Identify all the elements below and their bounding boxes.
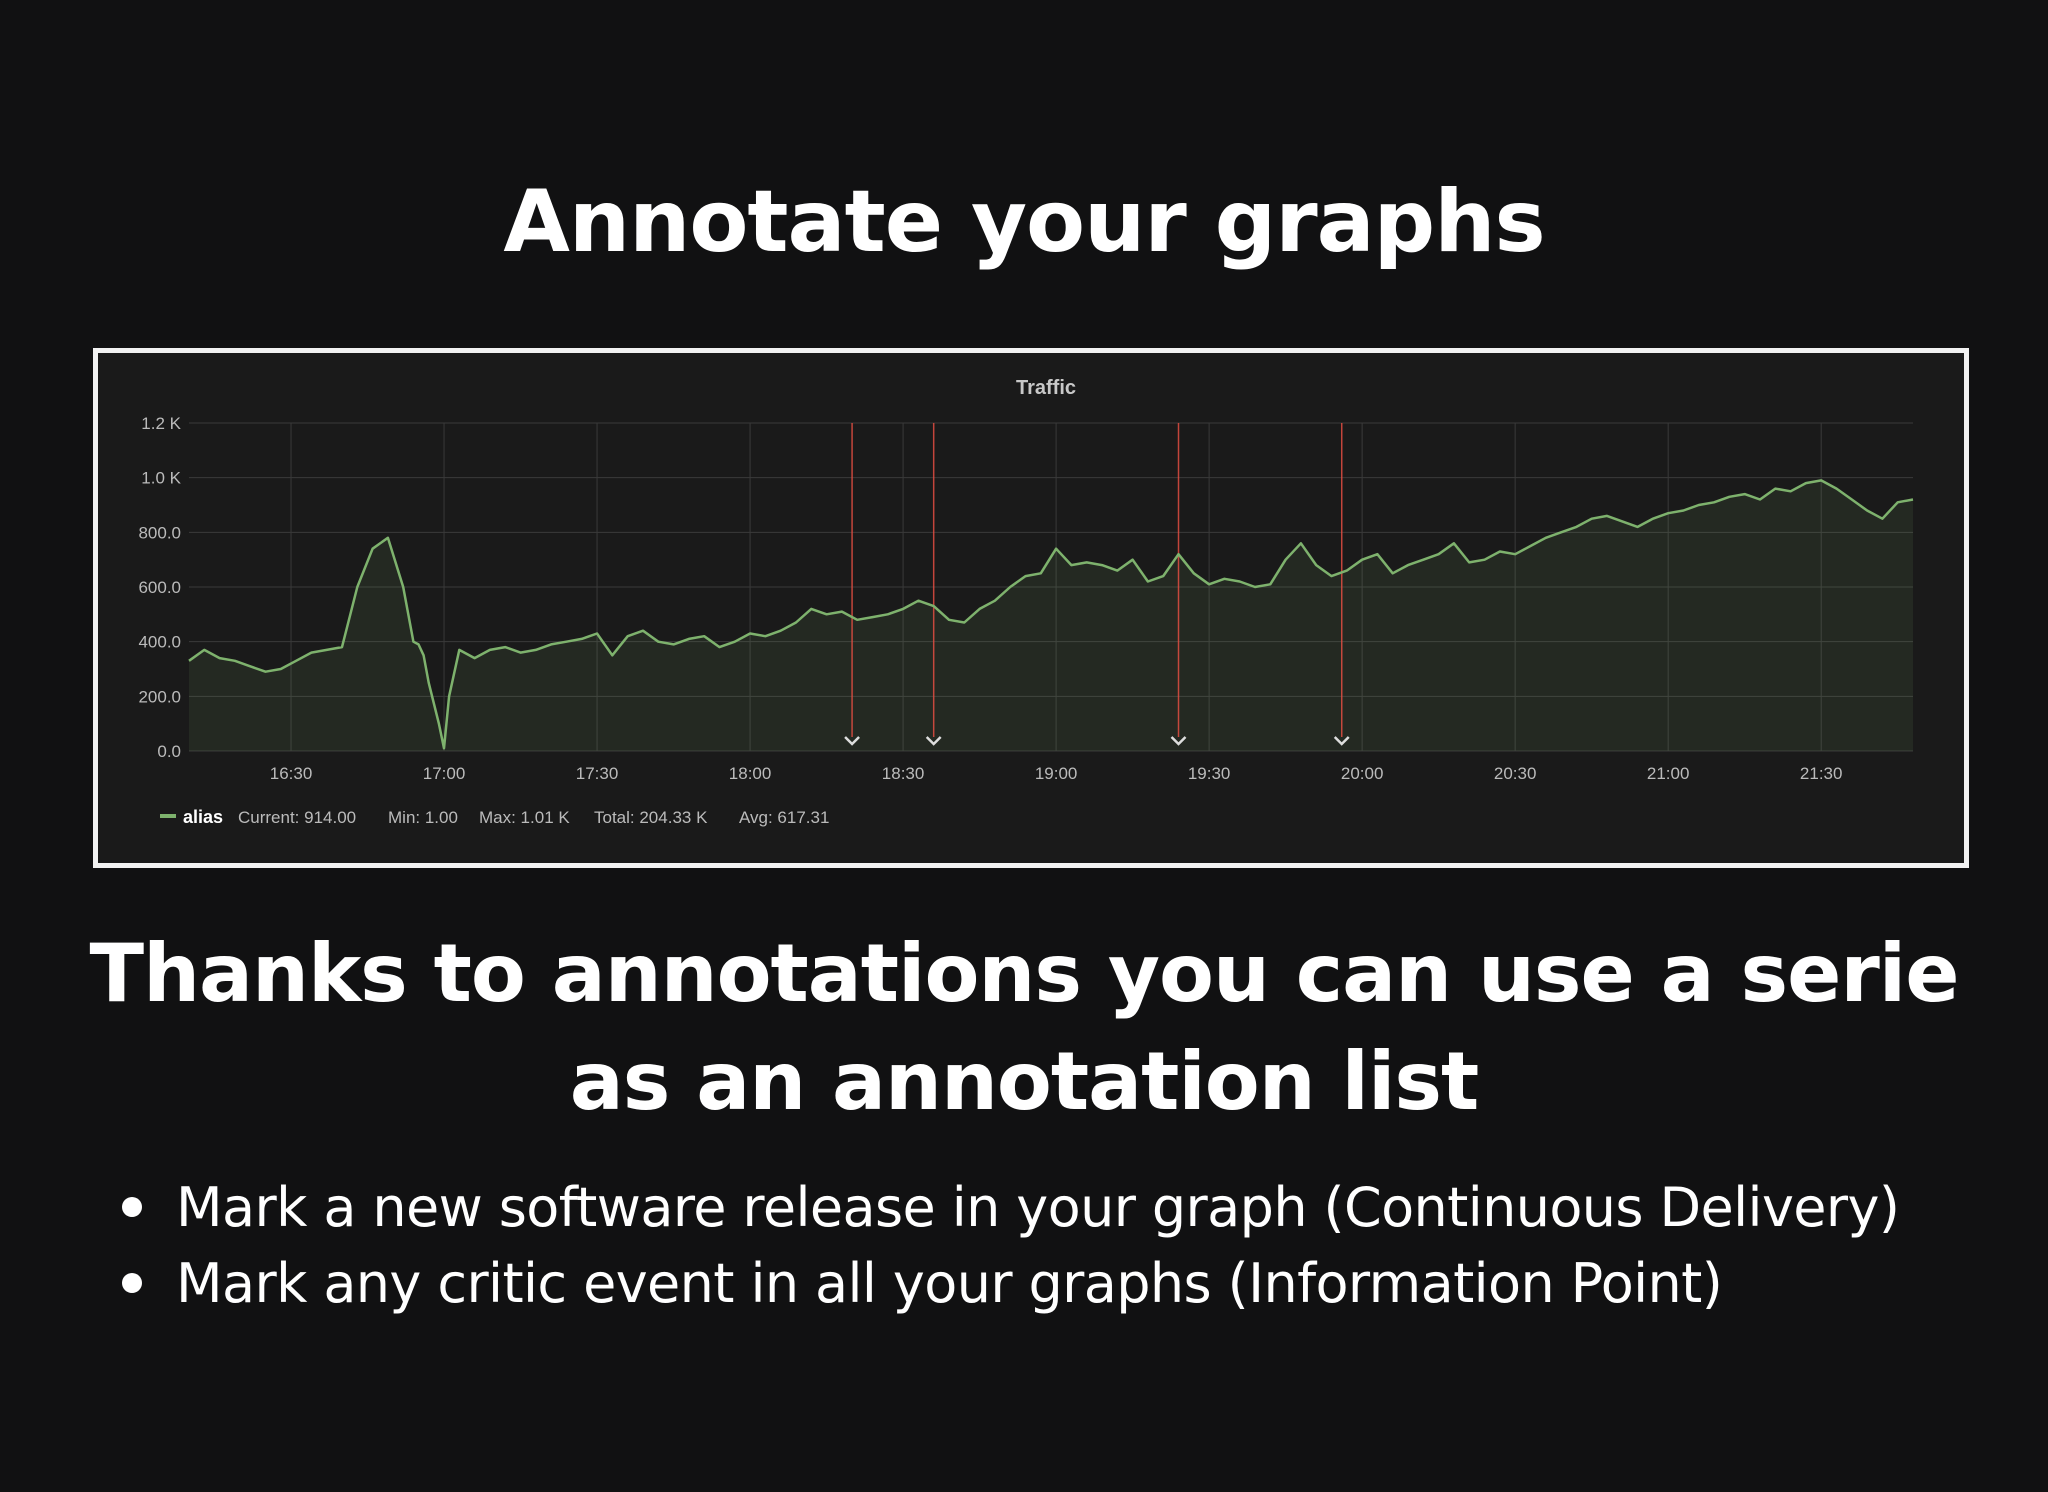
graph-panel: Traffic 0.0 200.0 400.0 600.0 800.0 1.0 K 1.2 …: [93, 348, 1969, 868]
legend-series-name[interactable]: alias: [183, 807, 223, 827]
x-tick-label: 19:00: [1035, 764, 1078, 783]
traffic-chart: Traffic 0.0 200.0 400.0 600.0 800.0 1.0 K 1.2 …: [98, 353, 1964, 863]
annotation-marker-icon: [1170, 736, 1187, 746]
annotation-marker-icon: [925, 736, 942, 746]
legend-max: Max: 1.01 K: [479, 808, 570, 827]
y-tick-label: 600.0: [138, 578, 181, 597]
subtitle-line-1: Thanks to annotations you can use a seri…: [89, 927, 1960, 1020]
x-axis-ticks: 16:30 17:00 17:30 18:00 18:30 19:00 19:30 20:00…: [270, 764, 1843, 783]
series-line-layer: [188, 479, 1914, 750]
x-tick-label: 19:30: [1188, 764, 1231, 783]
x-tick-label: 17:00: [423, 764, 466, 783]
y-tick-label: 0.0: [157, 742, 181, 761]
annotation-marker-icon: [1333, 736, 1350, 746]
y-tick-label: 200.0: [138, 687, 181, 706]
chart-background: [98, 353, 1964, 863]
legend-avg: Avg: 617.31: [739, 808, 829, 827]
y-tick-label: 1.0 K: [141, 469, 181, 488]
x-tick-label: 16:30: [270, 764, 313, 783]
bullet-item: Mark any critic event in all your graphs…: [116, 1246, 2016, 1322]
x-tick-label: 18:00: [729, 764, 772, 783]
legend-min: Min: 1.00: [388, 808, 458, 827]
chart-title: Traffic: [1016, 377, 1076, 399]
x-tick-label: 21:30: [1800, 764, 1843, 783]
series-area-fill: [189, 480, 1913, 751]
y-axis-ticks: 0.0 200.0 400.0 600.0 800.0 1.0 K 1.2 K: [138, 414, 181, 761]
bullet-item: Mark a new software release in your grap…: [116, 1170, 2016, 1246]
chart-legend: alias Current: 914.00 Min: 1.00 Max: 1.0…: [160, 807, 829, 827]
x-tick-label: 20:30: [1494, 764, 1537, 783]
bullet-list: Mark a new software release in your grap…: [116, 1170, 2016, 1322]
x-tick-label: 18:30: [882, 764, 925, 783]
bullet-dot-icon: [122, 1197, 142, 1217]
legend-swatch: [160, 814, 176, 818]
bullet-text: Mark any critic event in all your graphs…: [176, 1252, 1723, 1315]
x-tick-label: 20:00: [1341, 764, 1384, 783]
annotation-markers: [844, 423, 1350, 746]
x-tick-label: 17:30: [576, 764, 619, 783]
y-tick-label: 800.0: [138, 523, 181, 542]
x-tick-label: 21:00: [1647, 764, 1690, 783]
annotation-marker-icon: [844, 736, 860, 746]
y-tick-label: 400.0: [138, 633, 181, 652]
series-area: [189, 480, 1913, 751]
series-line: [188, 479, 1914, 750]
subtitle-line-2: as an annotation list: [569, 1035, 1479, 1128]
chart-grid: [189, 422, 1913, 752]
slide-title: Annotate your graphs: [503, 172, 1545, 272]
slide-subtitle: Thanks to annotations you can use a seri…: [0, 920, 2048, 1136]
legend-total: Total: 204.33 K: [594, 808, 708, 827]
legend-current: Current: 914.00: [238, 808, 356, 827]
y-tick-label: 1.2 K: [141, 414, 181, 433]
bullet-text: Mark a new software release in your grap…: [176, 1176, 1900, 1239]
bullet-dot-icon: [122, 1273, 142, 1293]
